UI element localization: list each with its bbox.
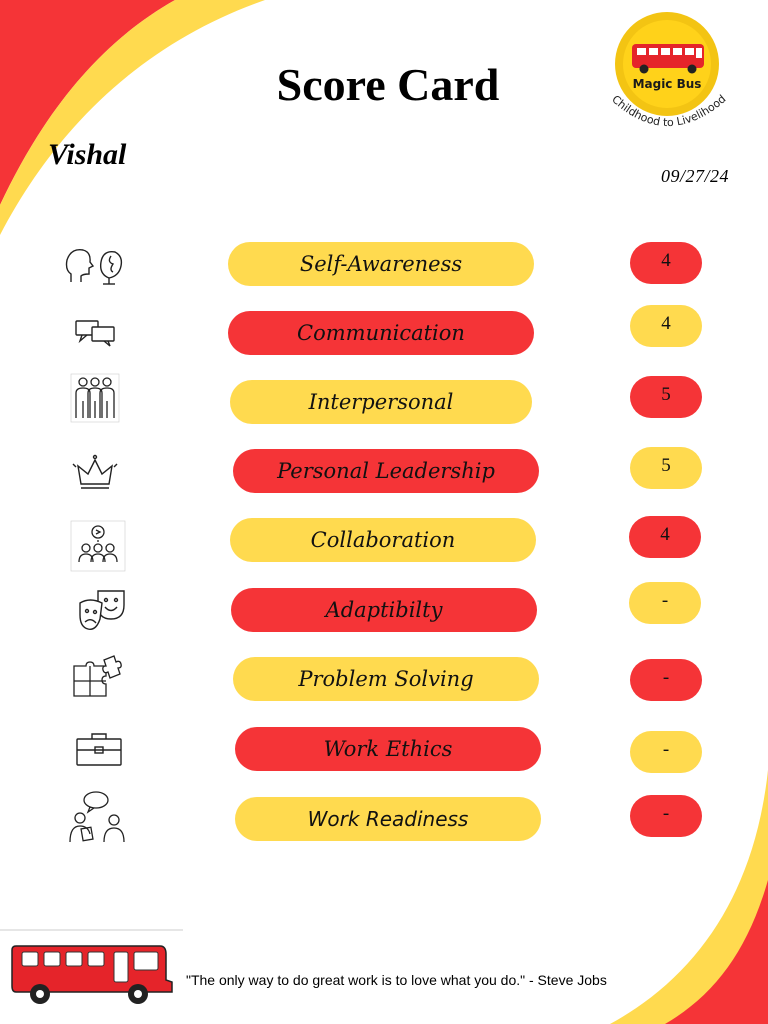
skill-score-interpersonal: 5 xyxy=(630,376,702,418)
skill-score-collaboration: 4 xyxy=(629,516,701,558)
skill-label-communication: Communication xyxy=(228,311,534,355)
skill-score-work-ethics: - xyxy=(630,731,702,773)
footer-quote: "The only way to do great work is to lov… xyxy=(186,972,607,988)
skill-score-work-readiness: - xyxy=(630,795,702,837)
interview-people-icon xyxy=(66,790,130,850)
briefcase-icon xyxy=(74,730,124,772)
speech-bubbles-icon xyxy=(74,318,118,352)
head-profile-icon xyxy=(63,244,127,292)
skill-score-communication: 4 xyxy=(630,305,702,347)
crown-icon xyxy=(70,452,120,496)
theater-masks-icon xyxy=(76,587,128,639)
skill-label-self-awareness: Self-Awareness xyxy=(228,242,534,286)
report-date: 09/27/24 xyxy=(661,166,730,186)
skill-label-work-readiness: Work Readiness xyxy=(235,797,541,841)
skill-score-self-awareness: 4 xyxy=(630,242,702,284)
page-title: Score Card xyxy=(276,59,500,110)
skill-label-adaptibilty: Adaptibilty xyxy=(231,588,537,632)
logo-brand: Magic Bus xyxy=(633,77,702,91)
skill-score-adaptibilty: - xyxy=(629,582,701,624)
skill-label-collaboration: Collaboration xyxy=(230,518,536,562)
skill-label-work-ethics: Work Ethics xyxy=(235,727,541,771)
skill-label-interpersonal: Interpersonal xyxy=(230,380,532,424)
people-group-icon xyxy=(70,373,120,427)
magic-bus-logo: Magic Bus Childhood to Livelihood xyxy=(609,12,728,129)
skill-score-personal-leadership: 5 xyxy=(630,447,702,489)
student-name: Vishal xyxy=(48,138,127,171)
skill-label-personal-leadership: Personal Leadership xyxy=(233,449,539,493)
skill-score-problem-solving: - xyxy=(630,659,702,701)
bus-illustration xyxy=(11,945,173,1004)
team-idea-icon xyxy=(70,520,126,576)
skill-label-problem-solving: Problem Solving xyxy=(233,657,539,701)
puzzle-pieces-icon xyxy=(70,654,124,706)
